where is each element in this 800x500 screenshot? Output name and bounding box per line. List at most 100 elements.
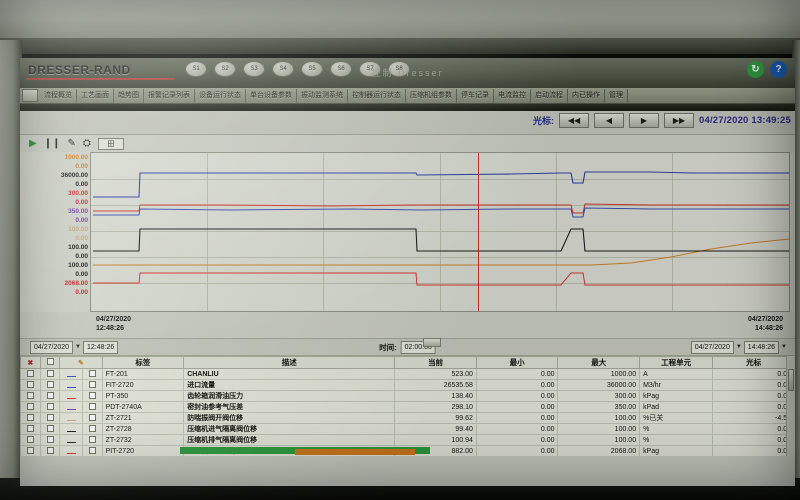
row-visible-checkbox[interactable] bbox=[39, 445, 61, 456]
header-cursor[interactable]: 光标 bbox=[712, 356, 795, 369]
table-row: PDT-2740A 密封油参考气压差 298.10 0.00 350.00 kP… bbox=[20, 401, 795, 413]
time-range-bar[interactable]: 04/27/2020 ▼ 12:48:26 时间: 02:00:00 04/27… bbox=[20, 338, 795, 356]
shortcut-button[interactable]: S5 bbox=[301, 61, 323, 77]
row-checkbox[interactable] bbox=[20, 423, 41, 435]
pointer-icon[interactable]: ✎ bbox=[67, 138, 76, 149]
cursor-next-button[interactable]: ▶ bbox=[628, 113, 659, 128]
row-checkbox[interactable] bbox=[20, 412, 41, 424]
menu-item-4[interactable]: 设备运行状态 bbox=[195, 88, 246, 103]
menu-item-0[interactable]: 流程概览 bbox=[40, 88, 77, 103]
menu-home-icon[interactable] bbox=[22, 89, 38, 102]
range-end-date[interactable]: 04/27/2020 bbox=[690, 340, 734, 354]
row-extra-checkbox[interactable] bbox=[81, 445, 103, 456]
header-unit[interactable]: 工程单元 bbox=[639, 356, 714, 369]
menu-item-7[interactable]: 控制器运行状态 bbox=[348, 88, 406, 103]
pen-style-button[interactable]: ✎ bbox=[59, 356, 103, 369]
range-start-time[interactable]: 12:48:26 bbox=[83, 340, 119, 354]
header-max[interactable]: 最大 bbox=[557, 356, 641, 369]
shortcut-button[interactable]: S4 bbox=[272, 61, 294, 77]
menu-item-6[interactable]: 振动监测系统 bbox=[297, 88, 348, 103]
chevron-down-icon[interactable]: ▼ bbox=[735, 344, 742, 350]
y-min-1: 0.00 bbox=[75, 181, 88, 188]
menu-item-8[interactable]: 压缩机组参数 bbox=[406, 88, 457, 103]
shortcut-button[interactable]: S1 bbox=[185, 61, 207, 77]
header-desc[interactable]: 描述 bbox=[183, 356, 396, 369]
header-current[interactable]: 当前 bbox=[394, 356, 477, 369]
main-menu-bar[interactable]: 流程概览 工艺画面 趋势图 报警记录列表 设备运行状态 单台设备参数 振动监测系… bbox=[20, 88, 795, 104]
timeline-scroll-thumb[interactable] bbox=[423, 338, 441, 347]
trend-playback-toolbar[interactable]: ▶ ❙❙ ✎ ⛭ 田 bbox=[20, 135, 795, 152]
chevron-down-icon[interactable]: ▼ bbox=[781, 344, 787, 350]
row-extra-checkbox[interactable] bbox=[81, 368, 103, 380]
row-checkbox[interactable] bbox=[20, 401, 41, 413]
row-checkbox[interactable] bbox=[20, 379, 41, 391]
row-visible-checkbox[interactable] bbox=[39, 423, 61, 435]
menu-item-3[interactable]: 报警记录列表 bbox=[144, 88, 195, 103]
select-all-checkbox[interactable] bbox=[39, 356, 61, 369]
menu-item-2[interactable]: 趋势图 bbox=[114, 88, 144, 103]
cursor-prev-button[interactable]: ◀ bbox=[593, 113, 624, 128]
range-start-date[interactable]: 04/27/2020 bbox=[30, 340, 74, 354]
row-tag: ZT-2728 bbox=[101, 423, 185, 435]
row-visible-checkbox[interactable] bbox=[39, 368, 61, 380]
header-tag[interactable]: 标签 bbox=[101, 356, 185, 369]
row-checkbox[interactable] bbox=[20, 390, 41, 402]
range-end-time[interactable]: 14:48:26 bbox=[743, 340, 780, 354]
tag-table[interactable]: ✖ ✎ 标签 描述 当前 最小 最大 工程单元 光标 bbox=[20, 356, 795, 456]
delete-tag-button[interactable]: ✖ bbox=[20, 356, 41, 369]
menu-item-13[interactable]: 管理 bbox=[605, 88, 628, 103]
row-visible-checkbox[interactable] bbox=[39, 390, 61, 402]
row-extra-checkbox[interactable] bbox=[81, 423, 103, 435]
row-checkbox[interactable] bbox=[20, 434, 41, 446]
grid-toggle-button[interactable]: 田 bbox=[97, 137, 124, 150]
row-extra-checkbox[interactable] bbox=[81, 390, 103, 402]
chart-cursor-line[interactable] bbox=[478, 153, 480, 311]
shortcut-button[interactable]: S7 bbox=[359, 61, 381, 77]
range-end-group[interactable]: 04/27/2020 ▼ 14:48:26 ▼ bbox=[690, 340, 787, 354]
row-visible-checkbox[interactable] bbox=[39, 401, 61, 413]
shortcut-button[interactable]: S2 bbox=[214, 61, 236, 77]
menu-item-12[interactable]: 内已操作 bbox=[568, 88, 605, 103]
menu-item-9[interactable]: 停车记录 bbox=[457, 88, 494, 103]
row-visible-checkbox[interactable] bbox=[39, 379, 61, 391]
row-extra-checkbox[interactable] bbox=[81, 412, 103, 424]
x-left-time: 12:48:26 bbox=[96, 325, 125, 332]
shortcut-button[interactable]: S6 bbox=[330, 61, 352, 77]
pause-icon[interactable]: ❙❙ bbox=[43, 138, 61, 149]
tag-table-body: FT-201 CHANLIU 523.00 0.00 1000.00 A 0.0… bbox=[20, 368, 795, 456]
app-title-bar: DRESSER-RAND S1 S2 S3 S4 S5 S6 S7 S8 控制 … bbox=[20, 58, 795, 88]
shortcut-button-group[interactable]: S1 S2 S3 S4 S5 S6 S7 S8 bbox=[185, 61, 410, 77]
row-visible-checkbox[interactable] bbox=[39, 434, 61, 446]
help-icon[interactable]: ? bbox=[770, 61, 787, 78]
menu-item-1[interactable]: 工艺画面 bbox=[77, 88, 114, 103]
row-checkbox[interactable] bbox=[20, 368, 41, 380]
row-unit: kPag bbox=[639, 390, 714, 402]
row-min: 0.00 bbox=[475, 412, 559, 424]
row-extra-checkbox[interactable] bbox=[81, 379, 103, 391]
title-bar-actions[interactable]: ↻ ? bbox=[747, 61, 787, 78]
refresh-icon[interactable]: ↻ bbox=[747, 61, 764, 78]
cursor-first-button[interactable]: ◀◀ bbox=[558, 113, 589, 128]
shortcut-button[interactable]: S8 bbox=[388, 61, 410, 77]
trend-plot-area[interactable] bbox=[90, 152, 790, 312]
row-extra-checkbox[interactable] bbox=[81, 401, 103, 413]
row-pen-icon bbox=[59, 445, 83, 456]
table-scrollbar[interactable] bbox=[786, 356, 795, 456]
chevron-down-icon[interactable]: ▼ bbox=[75, 344, 81, 350]
range-start-group[interactable]: 04/27/2020 ▼ 12:48:26 bbox=[30, 340, 119, 354]
play-icon[interactable]: ▶ bbox=[29, 138, 37, 149]
row-extra-checkbox[interactable] bbox=[81, 434, 103, 446]
trend-y-axes: 1000.00 0.00 36000.00 0.00 300.00 0.00 3… bbox=[20, 152, 90, 312]
shortcut-button[interactable]: S3 bbox=[243, 61, 265, 77]
header-min[interactable]: 最小 bbox=[475, 356, 559, 369]
row-checkbox[interactable] bbox=[20, 445, 41, 456]
zoom-icon[interactable]: ⛭ bbox=[82, 138, 91, 149]
cursor-timestamp: 04/27/2020 13:49:25 bbox=[698, 115, 791, 126]
menu-item-5[interactable]: 单台设备参数 bbox=[246, 88, 297, 103]
menu-item-10[interactable]: 电流监控 bbox=[494, 88, 531, 103]
cursor-last-button[interactable]: ▶▶ bbox=[663, 113, 694, 128]
row-visible-checkbox[interactable] bbox=[39, 412, 61, 424]
table-scroll-thumb[interactable] bbox=[788, 369, 794, 391]
menu-item-11[interactable]: 启动流程 bbox=[531, 88, 568, 103]
row-pen-icon bbox=[59, 401, 83, 413]
